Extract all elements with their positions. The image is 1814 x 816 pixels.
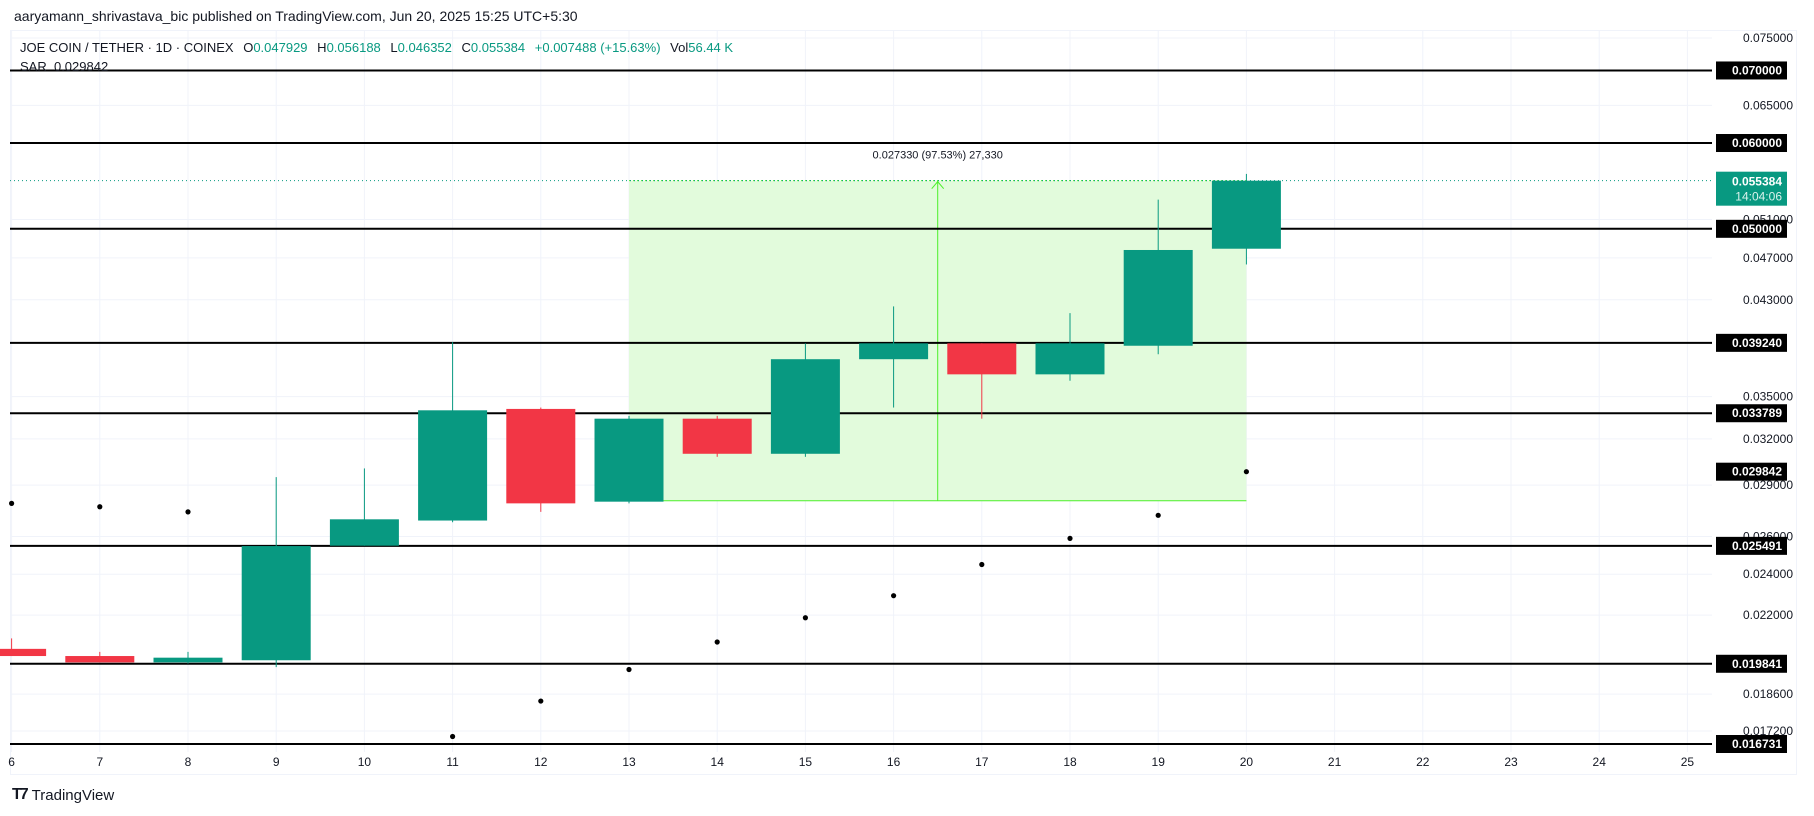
sar-dot bbox=[538, 698, 544, 704]
ohlc-row: JOE COIN / TETHER · 1D · COINEX O0.04792… bbox=[20, 40, 734, 55]
x-tick-label: 6 bbox=[8, 755, 15, 769]
current-price-badge bbox=[1716, 171, 1787, 206]
x-tick-label: 24 bbox=[1593, 755, 1607, 769]
sar-dot bbox=[185, 509, 191, 515]
x-tick-label: 11 bbox=[446, 755, 459, 769]
candle-body bbox=[241, 546, 311, 661]
sar-dot bbox=[450, 733, 456, 740]
sar-dot bbox=[626, 666, 632, 673]
level-price-label: 0.070000 bbox=[1732, 63, 1782, 77]
candle-body bbox=[153, 657, 223, 663]
level-price-badge bbox=[1716, 404, 1787, 423]
level-price-label: 0.060000 bbox=[1732, 136, 1782, 150]
candle-body bbox=[1123, 249, 1193, 346]
sar-value: 0.029842 bbox=[53, 59, 109, 74]
tradingview-logo[interactable]: T7 TradingView bbox=[12, 786, 115, 804]
y-tick-label: 0.043000 bbox=[1743, 293, 1793, 307]
level-price-badge bbox=[1716, 536, 1787, 555]
sar-dot bbox=[97, 504, 103, 510]
candle-body bbox=[418, 410, 488, 521]
x-tick-label: 21 bbox=[1328, 755, 1342, 769]
candle-body bbox=[0, 648, 47, 657]
level-price-label: 0.050000 bbox=[1732, 222, 1782, 236]
y-tick-label: 0.018600 bbox=[1743, 687, 1793, 701]
x-tick-label: 15 bbox=[799, 755, 813, 769]
candle-body bbox=[1211, 180, 1281, 249]
level-price-badge bbox=[1716, 654, 1787, 673]
y-tick-label: 0.065000 bbox=[1743, 98, 1793, 112]
sar-price-badge bbox=[1716, 462, 1787, 481]
y-tick-label: 0.017200 bbox=[1743, 724, 1793, 738]
y-tick-label: 0.035000 bbox=[1743, 390, 1793, 404]
level-price-badge bbox=[1716, 219, 1787, 238]
tradingview-logo-icon: T7 bbox=[12, 786, 29, 803]
x-tick-label: 19 bbox=[1152, 755, 1166, 769]
candle-body bbox=[859, 343, 929, 360]
high-value: 0.056188 bbox=[326, 40, 381, 55]
symbol-name[interactable]: JOE COIN / TETHER · 1D · COINEX bbox=[20, 40, 234, 55]
y-tick-label: 0.029000 bbox=[1743, 478, 1793, 492]
chart-legend: JOE COIN / TETHER · 1D · COINEX O0.04792… bbox=[20, 38, 733, 76]
sar-dot bbox=[714, 639, 720, 645]
x-tick-label: 12 bbox=[534, 755, 548, 769]
sar-price-label: 0.029842 bbox=[1732, 465, 1782, 479]
candle-body bbox=[947, 343, 1017, 375]
x-tick-label: 17 bbox=[975, 755, 989, 769]
sar-dot bbox=[9, 500, 15, 506]
candle-body bbox=[594, 418, 664, 502]
x-tick-label: 16 bbox=[887, 755, 901, 769]
sar-dot bbox=[1155, 512, 1161, 518]
level-price-badge bbox=[1716, 333, 1787, 352]
level-price-label: 0.025491 bbox=[1732, 539, 1782, 553]
x-tick-label: 9 bbox=[273, 755, 280, 769]
x-tick-label: 25 bbox=[1681, 755, 1695, 769]
change-value: +0.007488 (+15.63%) bbox=[534, 40, 661, 55]
measure-label: 0.027330 (97.53%) 27,330 bbox=[873, 150, 1003, 162]
level-price-badge bbox=[1716, 735, 1787, 754]
countdown-label: 14:04:06 bbox=[1735, 190, 1782, 204]
open-value: 0.047929 bbox=[253, 40, 308, 55]
x-tick-label: 22 bbox=[1416, 755, 1430, 769]
x-tick-label: 7 bbox=[96, 755, 103, 769]
y-tick-label: 0.047000 bbox=[1743, 251, 1793, 265]
y-tick-label: 0.024000 bbox=[1743, 567, 1793, 581]
candle-body bbox=[65, 656, 135, 663]
level-price-label: 0.033789 bbox=[1732, 406, 1782, 420]
x-tick-label: 20 bbox=[1240, 755, 1254, 769]
x-tick-label: 18 bbox=[1063, 755, 1077, 769]
y-tick-label: 0.075000 bbox=[1743, 31, 1793, 45]
candle-body bbox=[682, 418, 752, 454]
y-tick-label: 0.032000 bbox=[1743, 432, 1793, 446]
x-tick-label: 23 bbox=[1504, 755, 1518, 769]
sar-dot bbox=[1067, 535, 1073, 541]
current-price-label: 0.055384 bbox=[1732, 175, 1782, 189]
sar-dot bbox=[979, 561, 985, 568]
level-price-label: 0.019841 bbox=[1732, 657, 1782, 671]
candle-body bbox=[770, 359, 840, 454]
close-value: 0.055384 bbox=[470, 40, 526, 55]
publish-info: aaryamann_shrivastava_bic published on T… bbox=[14, 8, 578, 24]
candle-body bbox=[1035, 343, 1105, 375]
volume-value: 56.44 K bbox=[688, 40, 734, 55]
x-tick-label: 8 bbox=[185, 755, 192, 769]
sar-dot bbox=[1243, 469, 1249, 475]
level-price-badge bbox=[1716, 61, 1787, 80]
x-tick-label: 10 bbox=[358, 755, 372, 769]
candle-body bbox=[506, 408, 576, 504]
level-price-label: 0.039240 bbox=[1732, 336, 1782, 350]
y-tick-label: 0.022000 bbox=[1743, 608, 1793, 622]
x-tick-label: 13 bbox=[622, 755, 636, 769]
low-value: 0.046352 bbox=[397, 40, 452, 55]
level-price-badge bbox=[1716, 134, 1787, 153]
level-price-label: 0.016731 bbox=[1732, 737, 1782, 751]
sar-row: SAR 0.029842 bbox=[20, 59, 109, 74]
x-tick-label: 14 bbox=[711, 755, 725, 769]
candle-body bbox=[329, 519, 399, 546]
sar-dot bbox=[891, 593, 897, 599]
chart-pane[interactable] bbox=[10, 30, 1797, 775]
sar-dot bbox=[802, 615, 809, 621]
arrow-up-icon bbox=[931, 180, 945, 190]
